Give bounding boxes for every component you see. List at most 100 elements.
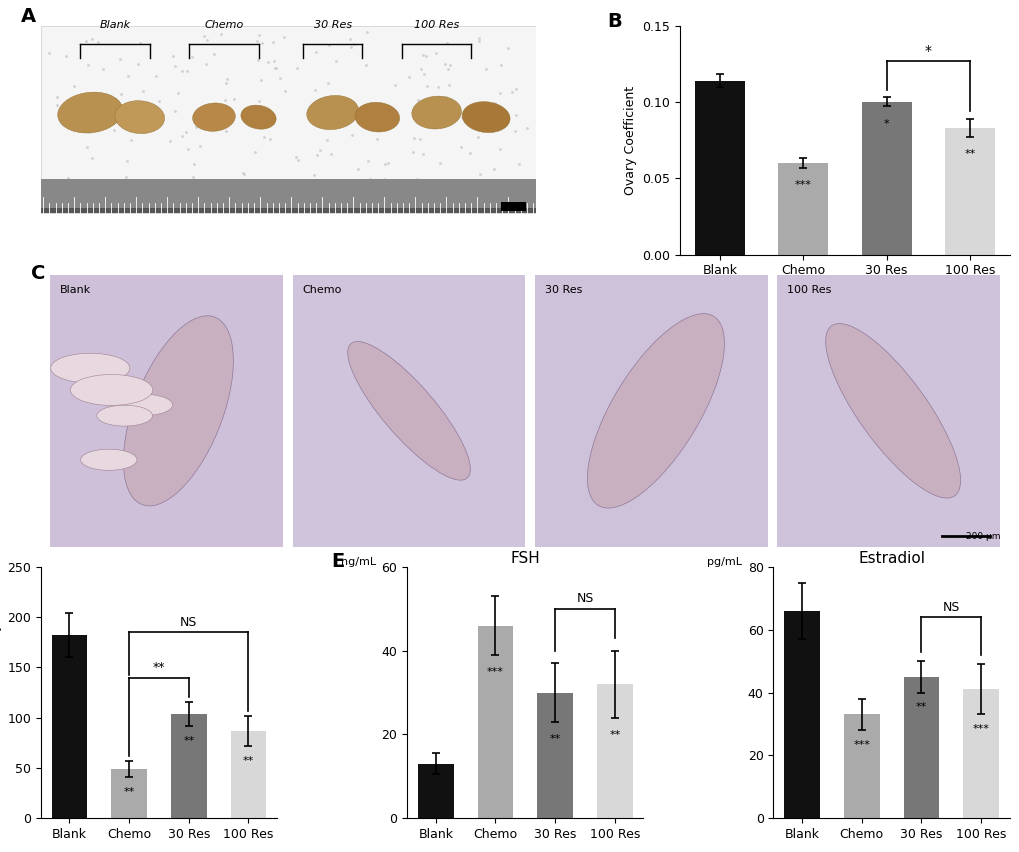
Point xyxy=(427,46,443,60)
Point xyxy=(187,120,204,134)
Point xyxy=(315,94,331,107)
Text: *: * xyxy=(882,118,889,129)
Point xyxy=(345,37,362,51)
Point xyxy=(266,54,282,67)
Point xyxy=(362,172,378,186)
Point xyxy=(209,112,225,126)
Ellipse shape xyxy=(412,96,461,129)
Ellipse shape xyxy=(347,342,470,481)
Bar xyxy=(861,102,911,255)
Text: **: ** xyxy=(243,756,254,766)
Point xyxy=(250,28,266,42)
Point xyxy=(379,156,395,170)
Text: 100 Res: 100 Res xyxy=(414,20,459,30)
Point xyxy=(363,106,379,120)
Point xyxy=(267,61,283,75)
Point xyxy=(416,67,432,81)
Point xyxy=(149,177,165,191)
Text: Blank: Blank xyxy=(100,20,130,30)
Ellipse shape xyxy=(824,324,960,498)
Point xyxy=(287,150,304,164)
Point xyxy=(405,145,421,158)
Point xyxy=(117,170,133,183)
Point xyxy=(41,46,57,60)
Point xyxy=(184,170,201,184)
Text: Blank: Blank xyxy=(60,285,92,296)
Point xyxy=(441,92,458,106)
Point xyxy=(322,147,338,161)
Ellipse shape xyxy=(116,394,172,416)
Point xyxy=(249,193,265,207)
Point xyxy=(154,176,170,190)
Point xyxy=(413,62,429,76)
Point xyxy=(77,34,94,48)
Point xyxy=(410,93,426,106)
Point xyxy=(178,65,195,78)
Point xyxy=(491,142,507,156)
Point xyxy=(105,186,121,199)
Point xyxy=(191,114,207,128)
Point xyxy=(306,169,322,182)
Point xyxy=(213,27,229,41)
Bar xyxy=(944,128,994,255)
Point xyxy=(312,143,328,157)
Point xyxy=(419,118,435,132)
Ellipse shape xyxy=(51,354,129,383)
Point xyxy=(469,101,485,115)
Point xyxy=(407,175,423,188)
Text: 30 Res: 30 Res xyxy=(544,285,582,296)
Point xyxy=(84,195,100,209)
Point xyxy=(387,189,404,203)
Point xyxy=(95,61,111,75)
Bar xyxy=(41,208,535,213)
Point xyxy=(56,182,72,196)
Bar xyxy=(52,636,88,818)
Point xyxy=(196,29,212,43)
Point xyxy=(368,132,384,146)
Point xyxy=(247,146,263,159)
Text: *: * xyxy=(924,43,930,58)
Point xyxy=(511,158,527,171)
Point xyxy=(376,174,392,187)
Ellipse shape xyxy=(115,101,164,134)
Point xyxy=(217,94,233,107)
Point xyxy=(253,72,269,86)
Point xyxy=(369,179,385,193)
Point xyxy=(118,154,135,168)
Text: 200 μm: 200 μm xyxy=(965,532,999,541)
Point xyxy=(503,85,520,99)
Text: ***: *** xyxy=(972,724,988,734)
Bar xyxy=(477,625,513,818)
Ellipse shape xyxy=(240,105,276,130)
Point xyxy=(239,104,256,118)
Point xyxy=(398,173,415,187)
Point xyxy=(198,32,214,46)
Text: B: B xyxy=(606,12,622,31)
Point xyxy=(66,79,83,93)
Point xyxy=(265,35,281,49)
Point xyxy=(185,157,202,170)
Bar xyxy=(111,769,147,818)
Point xyxy=(375,188,391,202)
Ellipse shape xyxy=(355,102,399,132)
Point xyxy=(386,78,403,92)
Point xyxy=(59,101,75,114)
Point xyxy=(218,72,234,86)
Point xyxy=(177,125,194,139)
Point xyxy=(306,98,322,112)
Bar xyxy=(171,714,207,818)
Point xyxy=(375,172,391,186)
Point xyxy=(88,87,104,101)
Point xyxy=(90,35,106,49)
Point xyxy=(48,181,64,194)
Point xyxy=(438,90,454,104)
Text: C: C xyxy=(32,263,46,283)
Point xyxy=(78,141,95,154)
Point xyxy=(289,61,306,75)
Point xyxy=(318,134,334,147)
Bar xyxy=(962,689,998,818)
Ellipse shape xyxy=(587,314,723,508)
Point xyxy=(131,37,148,50)
Point xyxy=(259,114,275,128)
Point xyxy=(412,132,428,146)
